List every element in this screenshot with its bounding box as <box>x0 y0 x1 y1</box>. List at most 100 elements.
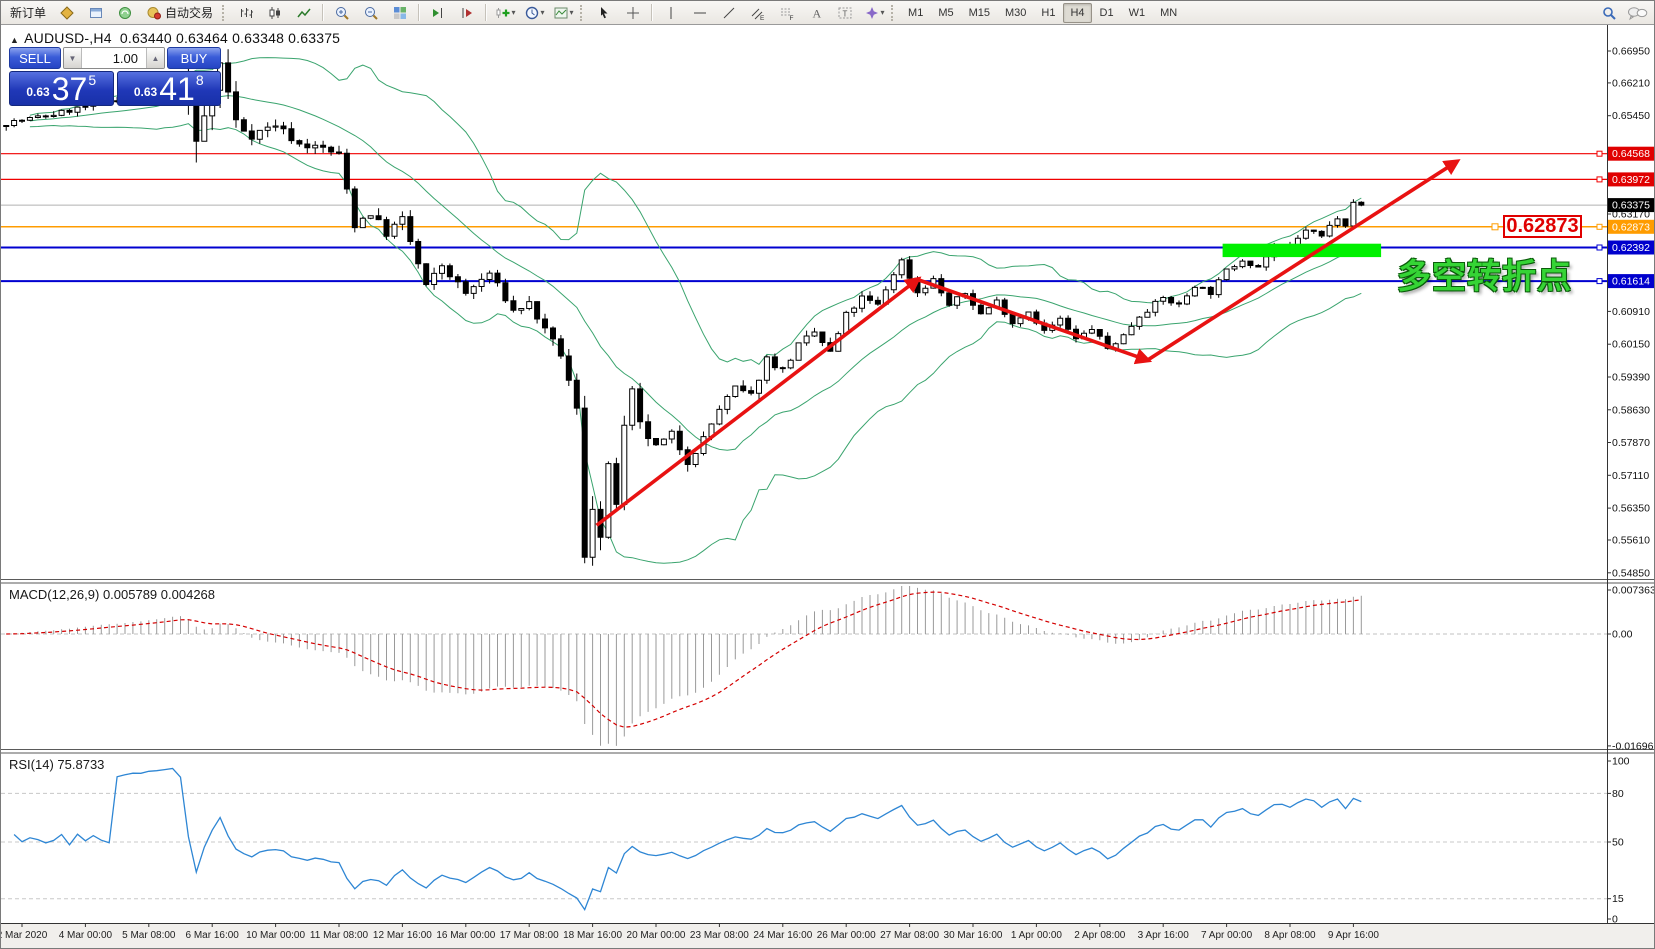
main-price-pane[interactable] <box>1 49 1607 566</box>
new-order-button[interactable]: 新订单 <box>4 2 52 24</box>
toolbar-grip[interactable] <box>891 4 896 21</box>
price-axis-labels[interactable]: 0.669500.662100.654500.631700.609100.601… <box>1607 46 1654 580</box>
toolbar-grip[interactable] <box>222 4 227 21</box>
support-zone-rectangle[interactable] <box>1222 243 1382 258</box>
chevron-down-icon[interactable]: ▾ <box>880 8 885 17</box>
timeframe-d1-button[interactable]: D1 <box>1093 3 1121 23</box>
fibonacci-icon: F <box>779 5 795 21</box>
periods-button[interactable]: ▾ <box>520 2 548 24</box>
rsi-pane[interactable] <box>1 767 1607 911</box>
svg-text:0.60910: 0.60910 <box>1612 306 1650 318</box>
line-handle[interactable] <box>1596 223 1603 230</box>
macd-name: MACD(12,26,9) <box>9 587 100 602</box>
line-handle[interactable] <box>1596 244 1603 251</box>
macd-pane[interactable] <box>1 586 1607 746</box>
one-click-trading-panel: SELL ▼ 1.00 ▲ BUY 0.63 37 5 0.63 41 8 <box>9 47 221 106</box>
line-handle[interactable] <box>1596 150 1603 157</box>
chevron-down-icon[interactable]: ▾ <box>569 8 574 17</box>
svg-text:5 Mar 08:00: 5 Mar 08:00 <box>122 930 176 941</box>
chat-button[interactable] <box>1623 2 1651 24</box>
templates-icon <box>553 5 569 21</box>
timeframe-m15-button[interactable]: M15 <box>962 3 997 23</box>
line-chart-button[interactable] <box>290 2 318 24</box>
svg-text:0.56350: 0.56350 <box>1612 503 1650 515</box>
templates-button[interactable]: ▾ <box>549 2 577 24</box>
horizontal-line-button[interactable] <box>686 2 714 24</box>
trend-arrow[interactable] <box>1146 159 1461 362</box>
candlestick-chart-button[interactable] <box>261 2 289 24</box>
svg-text:27 Mar 08:00: 27 Mar 08:00 <box>880 930 939 941</box>
chart-area[interactable]: 0.669500.662100.654500.631700.609100.601… <box>1 25 1655 949</box>
line-handle[interactable] <box>1491 223 1499 231</box>
timeframe-m30-button[interactable]: M30 <box>998 3 1033 23</box>
volume-input[interactable]: 1.00 <box>112 50 138 66</box>
cursor-button[interactable] <box>590 2 618 24</box>
auto-trading-button[interactable]: 自动交易 <box>140 2 219 24</box>
svg-text:4 Mar 00:00: 4 Mar 00:00 <box>59 930 113 941</box>
svg-text:23 Mar 08:00: 23 Mar 08:00 <box>690 930 749 941</box>
bar-chart-icon <box>238 5 254 21</box>
vertical-line-button[interactable] <box>657 2 685 24</box>
buy-button[interactable]: BUY <box>167 47 221 69</box>
buy-price-display[interactable]: 0.63 41 8 <box>116 71 221 106</box>
svg-text:20 Mar 00:00: 20 Mar 00:00 <box>627 930 686 941</box>
tile-windows-button[interactable] <box>386 2 414 24</box>
svg-text:17 Mar 08:00: 17 Mar 08:00 <box>500 930 559 941</box>
timeframe-h4-button-label: H4 <box>1070 6 1085 19</box>
buy-price-prefix: 0.63 <box>133 85 158 99</box>
timeframe-h4-button[interactable]: H4 <box>1063 2 1092 23</box>
macd-signal-value: 0.004268 <box>160 587 216 602</box>
sell-price-display[interactable]: 0.63 37 5 <box>9 71 114 106</box>
timeframe-m5-button[interactable]: M5 <box>931 3 960 23</box>
bar-chart-button[interactable] <box>232 2 260 24</box>
chevron-down-icon[interactable]: ▾ <box>511 8 516 17</box>
volume-stepper: ▼ 1.00 ▲ <box>63 47 165 69</box>
search-button[interactable] <box>1595 2 1623 24</box>
chevron-down-icon[interactable]: ▾ <box>540 8 545 17</box>
volume-decrease-button[interactable]: ▼ <box>64 48 82 68</box>
zoom-out-icon <box>363 5 379 21</box>
fibonacci-button[interactable]: F <box>773 2 801 24</box>
toolbar-grip[interactable] <box>580 4 585 21</box>
toolbar-separator <box>485 4 488 21</box>
indicators-button[interactable]: ▾ <box>491 2 519 24</box>
equidistant-channel-button[interactable]: E <box>744 2 772 24</box>
trendline-button[interactable] <box>715 2 743 24</box>
chart-shift-button[interactable] <box>453 2 481 24</box>
svg-text:0: 0 <box>1612 914 1618 926</box>
line-handle[interactable] <box>1596 176 1603 183</box>
auto-scroll-button[interactable] <box>424 2 452 24</box>
rsi-indicator-label: RSI(14) 75.8733 <box>9 757 104 772</box>
volume-increase-button[interactable]: ▲ <box>146 48 164 68</box>
price-level-annotation-box[interactable]: 0.62873 <box>1503 215 1582 238</box>
collapse-panel-arrow[interactable]: ▲ <box>10 35 20 45</box>
rsi-line <box>13 767 1362 911</box>
time-axis-labels[interactable]: 2 Mar 2020 4 Mar 00:00 5 Mar 08:00 6 Mar 16… <box>1 923 1379 941</box>
crosshair-button[interactable] <box>619 2 647 24</box>
horizontal-line-icon <box>692 5 708 21</box>
macd-indicator-label: MACD(12,26,9) 0.005789 0.004268 <box>9 587 215 602</box>
text-label-button[interactable]: T <box>831 2 859 24</box>
timeframe-h1-button[interactable]: H1 <box>1034 3 1062 23</box>
line-handle[interactable] <box>1596 278 1603 285</box>
sell-button[interactable]: SELL <box>9 47 61 69</box>
navigator-button[interactable] <box>111 2 139 24</box>
arrows-icon <box>864 5 880 21</box>
timeframe-mn-button[interactable]: MN <box>1153 3 1184 23</box>
timeframe-m1-button[interactable]: M1 <box>901 3 930 23</box>
turning-point-annotation[interactable]: 多空转折点 <box>1397 258 1572 296</box>
data-window-button[interactable] <box>82 2 110 24</box>
zoom-out-button[interactable] <box>357 2 385 24</box>
timeframe-w1-button[interactable]: W1 <box>1122 3 1153 23</box>
trend-arrow[interactable] <box>595 276 922 527</box>
equidistant-channel-icon: E <box>750 5 766 21</box>
svg-text:15: 15 <box>1612 893 1624 905</box>
text-button[interactable]: A <box>802 2 830 24</box>
timeframe-w1-button-label: W1 <box>1128 6 1146 19</box>
market-watch-button[interactable] <box>53 2 81 24</box>
arrows-button[interactable]: ▾ <box>860 2 888 24</box>
zoom-in-button[interactable] <box>328 2 356 24</box>
trend-arrow[interactable] <box>916 277 1153 365</box>
svg-text:0.62392: 0.62392 <box>1612 242 1650 254</box>
